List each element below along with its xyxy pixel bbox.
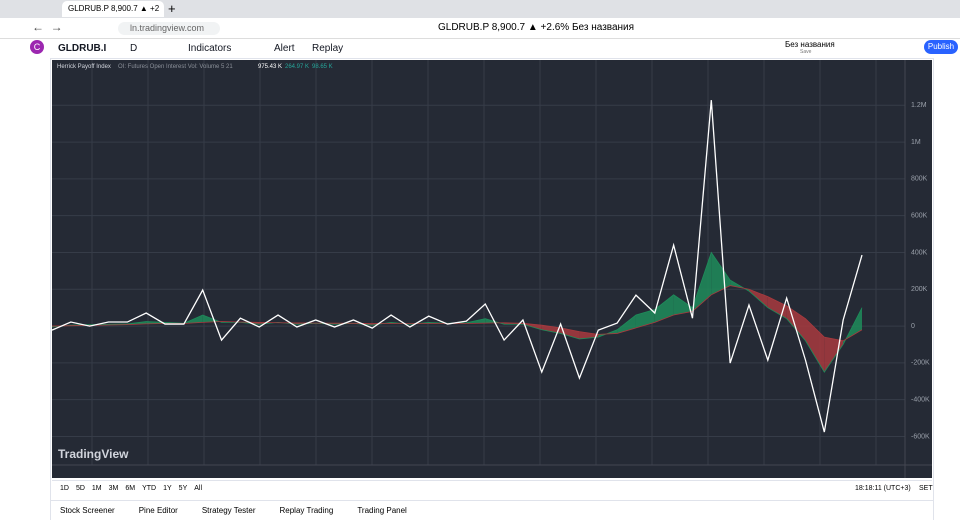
url[interactable]: ln.tradingview.com	[118, 22, 220, 35]
bottom-tab[interactable]: Strategy Tester	[201, 506, 256, 515]
chart-bg	[52, 60, 932, 478]
y-tick-label: 200K	[911, 286, 928, 293]
legend-value: 98.65 K	[312, 64, 333, 70]
tab[interactable]: GLDRUB.P 8,900.7 ▲ +2	[62, 1, 164, 17]
range-button[interactable]: 5D	[75, 485, 85, 492]
layout-save[interactable]: Save	[800, 49, 812, 55]
y-tick-label: -200K	[911, 360, 930, 367]
range-button[interactable]: YTD	[142, 485, 157, 492]
y-tick-label: 1M	[911, 139, 921, 146]
band	[560, 327, 580, 339]
band	[711, 252, 731, 295]
bottom-tab[interactable]: Stock Screener	[60, 506, 115, 515]
publish[interactable]: Publish	[924, 40, 958, 54]
range-button[interactable]: 3M	[108, 485, 119, 492]
bottom-bar	[50, 500, 933, 521]
band	[617, 315, 636, 334]
y-tick-label: 800K	[911, 176, 928, 183]
interval[interactable]: D	[130, 43, 138, 54]
indicators[interactable]: Indicators	[188, 43, 232, 54]
tab-bar	[0, 0, 960, 18]
band-edge	[52, 285, 863, 342]
band-edge	[52, 251, 863, 373]
bottom-tab[interactable]: Replay Trading	[279, 506, 334, 515]
nav-buttons[interactable]: ← →	[32, 20, 63, 34]
band	[824, 337, 844, 373]
new-tab[interactable]: +	[168, 1, 176, 16]
range-bar	[52, 480, 932, 499]
range-button[interactable]: 1Y	[163, 485, 172, 492]
band	[579, 331, 599, 339]
ranges: 1D 5D 1M 3M 6M YTD 1Y 5Y All	[60, 485, 209, 492]
legend-value: 264.97 K	[285, 64, 310, 70]
range-button[interactable]: 6M	[125, 485, 136, 492]
band	[805, 318, 825, 373]
address-row	[0, 18, 960, 39]
y-tick-label: 600K	[911, 213, 928, 220]
bottom-tab[interactable]: Pine Editor	[138, 506, 178, 515]
y-tick-label: 0	[911, 323, 915, 330]
session[interactable]: SET	[919, 485, 933, 492]
tab-title: GLDRUB.P 8,900.7 ▲ +2	[68, 4, 160, 13]
range-button[interactable]: 5Y	[178, 485, 188, 492]
bottom-tabs: Stock Screener Pine Editor Strategy Tester…	[60, 506, 431, 515]
symbol[interactable]: GLDRUB.I	[58, 43, 107, 54]
band	[786, 305, 806, 341]
legend-value: 975.43 K	[258, 64, 283, 70]
bottom-tab[interactable]: Trading Panel	[357, 506, 407, 515]
alert[interactable]: Alert	[274, 43, 295, 54]
right-panel	[933, 58, 960, 520]
y-tick-label: -400K	[911, 397, 930, 404]
y-tick-label: 1.2M	[911, 102, 927, 109]
range-button[interactable]: All	[194, 485, 203, 492]
line	[52, 100, 863, 433]
y-tick-label: 400K	[911, 249, 928, 256]
chart: -600K -400K -200K 0 200K 400K 600K 800K 1M 1.2M	[52, 60, 932, 478]
page-title: GLDRUB.P 8,900.7 ▲ +2.6% Без названия	[438, 22, 635, 33]
y-tick-label: -600K	[911, 433, 930, 440]
band	[635, 309, 655, 328]
layout-name[interactable]: Без названия	[785, 40, 835, 49]
legend-params: OI: Futures Open Interest Vol: Volume 5 …	[118, 64, 233, 70]
band	[673, 294, 693, 316]
legend-name: Herrick Payoff Index	[57, 64, 111, 70]
left-toolbar	[0, 58, 51, 520]
avatar[interactable]: C	[30, 40, 44, 54]
replay[interactable]: Replay	[312, 43, 344, 54]
band	[541, 325, 561, 334]
band	[654, 294, 674, 323]
range-button[interactable]: 1D	[60, 485, 69, 492]
clock: 18:18:11 (UTC+3)	[855, 485, 911, 492]
watermark: TradingView	[58, 447, 129, 461]
toolbar	[0, 38, 960, 59]
range-button[interactable]: 1M	[91, 485, 102, 492]
